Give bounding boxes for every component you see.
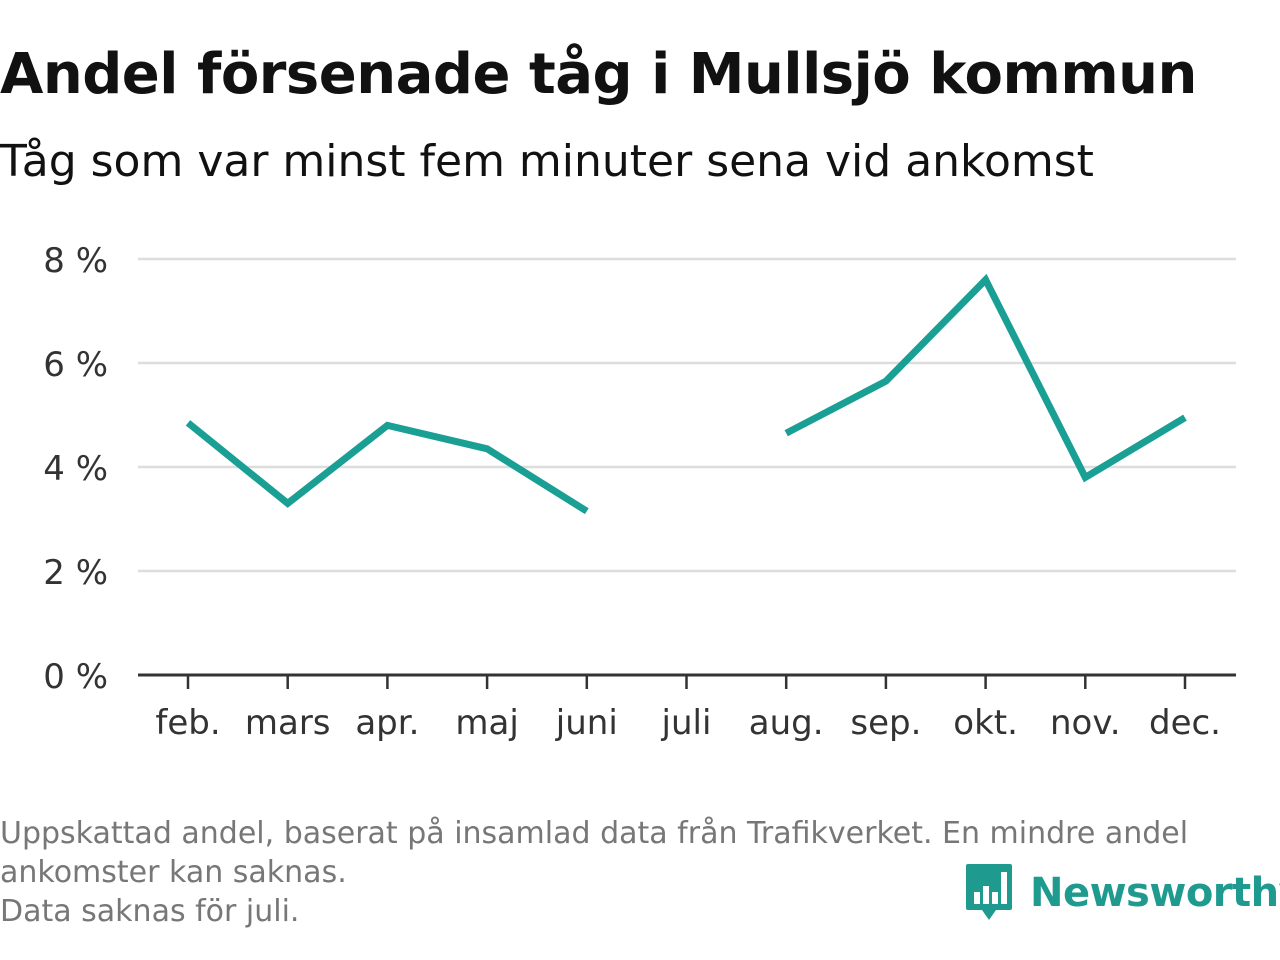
x-tick-label: feb. xyxy=(155,703,220,743)
x-tick-label: dec. xyxy=(1149,703,1221,743)
footnote-line-1: Uppskattad andel, baserat på insamlad da… xyxy=(0,816,1189,851)
y-tick-label: 8 % xyxy=(43,241,108,281)
y-tick-label: 0 % xyxy=(43,657,108,697)
y-tick-label: 2 % xyxy=(43,553,108,593)
x-tick-label: aug. xyxy=(749,703,824,743)
brand-logo: Newsworthy xyxy=(964,862,1280,924)
x-tick-label: sep. xyxy=(850,703,921,743)
footnote-line-3: Data saknas för juli. xyxy=(0,894,300,929)
brand-name: Newsworthy xyxy=(1030,870,1280,916)
x-tick-label: okt. xyxy=(953,703,1018,743)
x-tick-label: nov. xyxy=(1050,703,1121,743)
x-tick-label: juli xyxy=(661,703,712,743)
series-line xyxy=(185,420,589,515)
chart-title: Andel försenade tåg i Mullsjö kommun xyxy=(0,42,1197,107)
footnote-line-2: ankomster kan saknas. xyxy=(0,855,347,890)
y-tick-label: 4 % xyxy=(43,449,108,489)
x-tick-label: maj xyxy=(455,703,518,743)
line-chart: 0 % 2 % 4 % 6 % 8 % feb. mars apr. maj juni juli a… xyxy=(43,241,1236,743)
footnote: Uppskattad andel, baserat på insamlad da… xyxy=(0,814,1270,931)
y-tick-label: 6 % xyxy=(43,345,108,385)
x-tick-label: apr. xyxy=(355,703,419,743)
newsworthy-logo-icon xyxy=(966,864,1012,920)
x-tick-label: juni xyxy=(555,703,618,743)
x-tick-label: mars xyxy=(245,703,331,743)
chart-subtitle: Tåg som var minst fem minuter sena vid a… xyxy=(0,136,1094,187)
series-line xyxy=(784,273,1187,483)
